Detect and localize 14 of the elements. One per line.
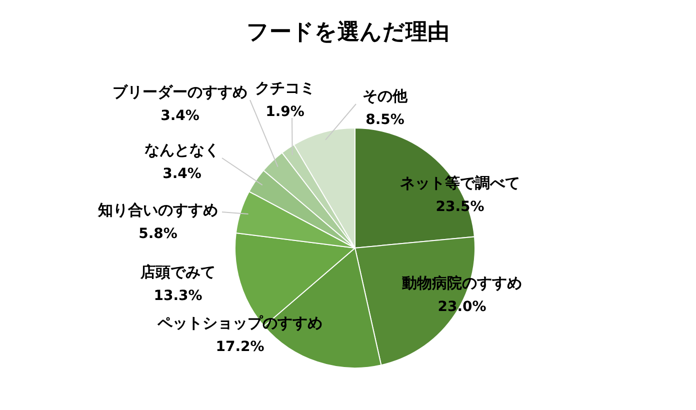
data-label: 1.9% xyxy=(266,104,304,120)
slice-label: その他 xyxy=(362,87,408,105)
slice-label: ブリーダーのすすめ xyxy=(112,83,248,101)
data-label: 3.4% xyxy=(160,108,200,124)
data-label: 5.8% xyxy=(138,226,178,242)
slice-label: 知り合いのすすめ xyxy=(97,201,218,219)
data-label: 13.3% xyxy=(154,288,202,304)
data-label: 8.5% xyxy=(366,112,404,128)
data-label: 3.4% xyxy=(162,166,202,182)
slice-label: 店頭でみて xyxy=(140,263,216,281)
data-label: 17.2% xyxy=(216,339,264,355)
slice-label: クチコミ xyxy=(255,79,315,97)
slice-label: なんとなく xyxy=(144,141,220,159)
chart-title: フードを選んだ理由 xyxy=(246,20,450,45)
